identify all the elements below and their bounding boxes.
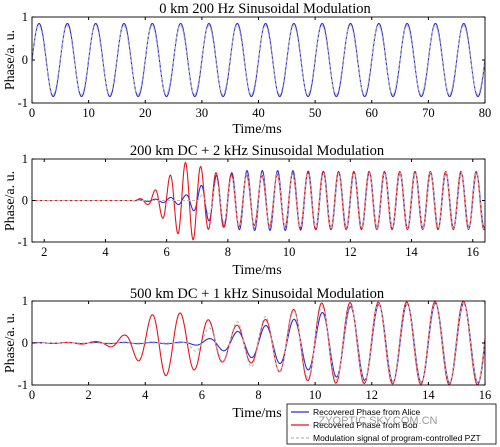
y-tick-label: -1 (18, 235, 28, 249)
x-tick-label: 70 (422, 106, 435, 120)
legend-label-bob: Recovered Phase from Bob (313, 420, 418, 430)
x-tick-label: 20 (139, 106, 152, 120)
x-tick-label: 14 (405, 245, 418, 259)
x-tick-label: 10 (82, 106, 95, 120)
y-tick-label: 0 (22, 53, 28, 67)
x-tick-label: 16 (479, 388, 492, 402)
subplot-title: 0 km 200 Hz Sinusoidal Modulation (159, 1, 371, 17)
x-tick-label: 10 (283, 245, 296, 259)
x-tick-label: 2 (86, 388, 92, 402)
x-tick-label: 4 (102, 245, 109, 259)
x-axis-label: Time/ms (232, 122, 281, 137)
x-tick-label: 40 (252, 106, 265, 120)
subplot-0km: 0 km 200 Hz Sinusoidal Modulation Phase/… (3, 1, 491, 137)
y-axis-label: Phase/a. u. (3, 30, 18, 90)
subplot-500km: 500 km DC + 1 kHz Sinusoidal Modulation … (3, 286, 491, 421)
series-group (32, 161, 485, 241)
x-tick-label: 8 (255, 388, 261, 402)
y-tick-label: 1 (22, 152, 28, 166)
y-tick-label: 0 (22, 336, 28, 350)
x-tick-label: 14 (422, 388, 435, 402)
x-tick-label: 10 (309, 388, 322, 402)
x-tick-label: 50 (309, 106, 322, 120)
x-tick-label: 30 (196, 106, 209, 120)
subplot-title: 500 km DC + 1 kHz Sinusoidal Modulation (130, 286, 385, 302)
y-tick-label: -1 (18, 378, 28, 392)
legend-box (286, 403, 497, 445)
x-tick-label: 12 (344, 245, 357, 259)
x-tick-label: 4 (142, 388, 149, 402)
series-line-1 (32, 25, 485, 95)
series-line-2 (32, 302, 485, 384)
y-axis-label: Phase/a. u. (3, 171, 18, 231)
x-tick-label: 12 (366, 388, 379, 402)
x-tick-label: 6 (164, 245, 170, 259)
series-line-1 (32, 161, 485, 241)
subplot-title: 200 km DC + 2 kHz Sinusoidal Modulation (130, 143, 385, 159)
x-axis-label: Time/ms (232, 406, 281, 421)
y-axis-label: Phase/a. u. (3, 313, 18, 373)
x-tick-label: 2 (41, 245, 47, 259)
subplot-200km: 200 km DC + 2 kHz Sinusoidal Modulation … (3, 143, 486, 278)
x-tick-label: 60 (366, 106, 379, 120)
y-tick-label: -1 (18, 96, 28, 110)
x-tick-label: 8 (225, 245, 231, 259)
series-line-2 (32, 171, 485, 230)
legend-label-pzt: Modulation signal of program-controlled … (313, 433, 481, 443)
x-tick-label: 80 (479, 106, 492, 120)
y-tick-label: 1 (22, 10, 28, 24)
x-tick-label: 0 (29, 106, 35, 120)
legend-label-alice: Recovered Phase from Alice (313, 407, 421, 417)
series-group (32, 301, 485, 385)
x-tick-label: 6 (199, 388, 205, 402)
y-tick-label: 1 (22, 294, 28, 308)
series-group (32, 22, 485, 98)
x-axis-label: Time/ms (232, 263, 281, 278)
y-tick-label: 0 (22, 194, 28, 208)
legend: Recovered Phase from Alice Recovered Pha… (286, 403, 497, 445)
x-tick-label: 16 (467, 245, 480, 259)
x-tick-label: 0 (29, 388, 35, 402)
watermark: ZYOPTIC.SKY.COM.CN (319, 415, 438, 427)
